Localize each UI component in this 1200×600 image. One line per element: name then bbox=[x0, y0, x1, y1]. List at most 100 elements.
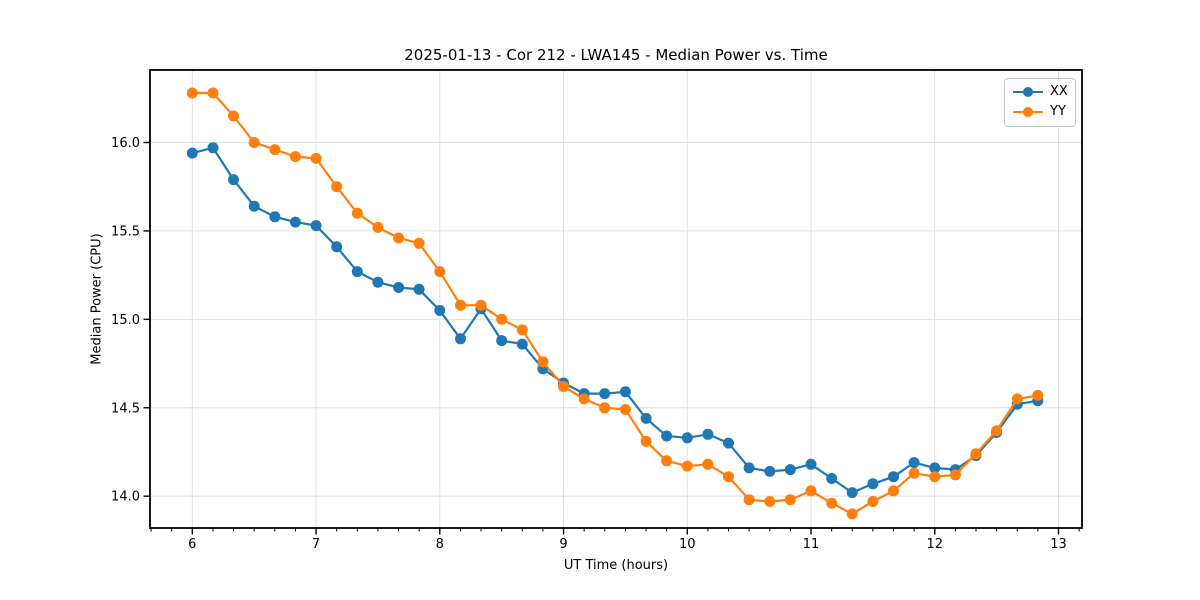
axes-spines bbox=[149, 69, 1083, 529]
data-point-xx bbox=[702, 428, 714, 440]
data-point-xx bbox=[743, 462, 755, 474]
data-point-xx bbox=[393, 282, 405, 293]
data-point-yy bbox=[867, 496, 879, 507]
data-point-yy bbox=[228, 110, 239, 122]
data-point-xx bbox=[599, 388, 611, 400]
data-point-yy bbox=[764, 496, 776, 507]
y-tick-label: 14.5 bbox=[111, 401, 140, 416]
y-tick-label: 15.5 bbox=[111, 224, 140, 239]
data-point-yy bbox=[289, 151, 301, 163]
x-tick-label: 12 bbox=[926, 537, 943, 552]
data-point-xx bbox=[248, 200, 260, 212]
data-point-yy bbox=[516, 324, 528, 336]
data-point-yy bbox=[929, 471, 941, 483]
y-tick-label: 14.0 bbox=[111, 490, 140, 505]
data-point-yy bbox=[558, 381, 569, 392]
legend-item-xx: XX bbox=[1013, 84, 1068, 100]
data-point-yy bbox=[496, 313, 508, 325]
data-point-yy bbox=[661, 455, 673, 467]
data-point-xx bbox=[661, 430, 673, 442]
data-point-yy bbox=[475, 299, 487, 311]
data-point-yy bbox=[248, 137, 260, 148]
data-point-yy bbox=[1011, 393, 1023, 405]
data-point-yy bbox=[702, 458, 714, 470]
data-point-yy bbox=[599, 402, 611, 414]
data-point-yy bbox=[970, 448, 982, 460]
data-point-xx bbox=[640, 412, 652, 424]
x-tick-label: 9 bbox=[559, 537, 567, 552]
data-point-yy bbox=[681, 460, 693, 472]
legend-label-xx: XX bbox=[1050, 84, 1068, 99]
x-tick-label: 13 bbox=[1050, 537, 1067, 552]
data-point-xx bbox=[186, 147, 198, 159]
data-point-yy bbox=[393, 232, 405, 244]
data-point-yy bbox=[372, 221, 384, 233]
data-point-xx bbox=[289, 216, 301, 228]
x-tick-label: 7 bbox=[312, 537, 320, 552]
data-point-yy bbox=[351, 207, 363, 219]
x-tick-label: 6 bbox=[188, 537, 196, 552]
data-point-yy bbox=[413, 237, 425, 249]
legend-label-yy: YY bbox=[1050, 104, 1066, 119]
data-point-yy bbox=[331, 181, 343, 193]
yy-line-marker-icon bbox=[1013, 106, 1043, 117]
legend-item-yy: YY bbox=[1013, 104, 1067, 120]
data-point-xx bbox=[764, 465, 776, 477]
y-tick-label: 15.0 bbox=[111, 313, 140, 328]
data-point-xx bbox=[516, 338, 528, 350]
data-point-xx bbox=[805, 458, 817, 470]
data-point-yy bbox=[537, 356, 549, 368]
series-line-xx bbox=[192, 146, 1038, 494]
data-point-yy bbox=[269, 144, 281, 156]
data-point-xx bbox=[888, 471, 899, 483]
data-point-xx bbox=[496, 335, 508, 347]
data-point-xx bbox=[455, 333, 466, 345]
data-point-xx bbox=[867, 478, 879, 490]
data-point-xx bbox=[619, 386, 631, 398]
y-axis-label: Median Power (CPU) bbox=[89, 233, 105, 365]
y-tick-label: 16.0 bbox=[111, 136, 140, 151]
data-point-yy bbox=[207, 87, 219, 99]
data-point-xx bbox=[310, 220, 322, 232]
data-point-yy bbox=[640, 435, 652, 447]
data-point-xx bbox=[846, 487, 858, 499]
data-point-xx bbox=[413, 283, 425, 295]
data-point-yy bbox=[888, 485, 899, 497]
data-point-xx bbox=[784, 464, 796, 476]
chart-title: 2025-01-13 - Cor 212 - LWA145 - Median P… bbox=[404, 46, 828, 64]
data-point-xx bbox=[723, 437, 734, 449]
x-axis-label: UT Time (hours) bbox=[563, 558, 669, 573]
data-point-xx bbox=[826, 473, 838, 484]
data-point-yy bbox=[186, 87, 198, 99]
data-point-xx bbox=[434, 305, 446, 316]
data-point-xx bbox=[908, 457, 920, 469]
data-point-yy bbox=[826, 497, 838, 509]
data-point-yy bbox=[784, 494, 796, 506]
data-point-xx bbox=[372, 276, 384, 288]
data-point-xx bbox=[681, 432, 693, 444]
data-point-yy bbox=[908, 467, 920, 479]
data-point-xx bbox=[929, 462, 941, 474]
data-point-xx bbox=[269, 211, 281, 223]
data-point-yy bbox=[991, 425, 1003, 437]
x-tick-label: 10 bbox=[679, 537, 696, 552]
data-point-yy bbox=[743, 494, 755, 506]
data-point-yy bbox=[1032, 389, 1044, 401]
data-point-yy bbox=[723, 471, 734, 483]
data-point-yy bbox=[310, 152, 322, 164]
legend: XX YY bbox=[1004, 78, 1076, 127]
x-tick-label: 8 bbox=[436, 537, 444, 552]
x-tick-label: 11 bbox=[803, 537, 820, 552]
data-point-yy bbox=[805, 485, 817, 497]
data-point-yy bbox=[619, 404, 631, 415]
xx-line-marker-icon bbox=[1013, 86, 1043, 97]
data-point-yy bbox=[846, 508, 858, 520]
data-point-yy bbox=[949, 469, 961, 481]
data-point-yy bbox=[434, 266, 446, 278]
data-point-xx bbox=[331, 241, 343, 253]
data-point-xx bbox=[207, 142, 219, 154]
data-point-yy bbox=[578, 393, 590, 405]
data-point-xx bbox=[351, 266, 363, 278]
